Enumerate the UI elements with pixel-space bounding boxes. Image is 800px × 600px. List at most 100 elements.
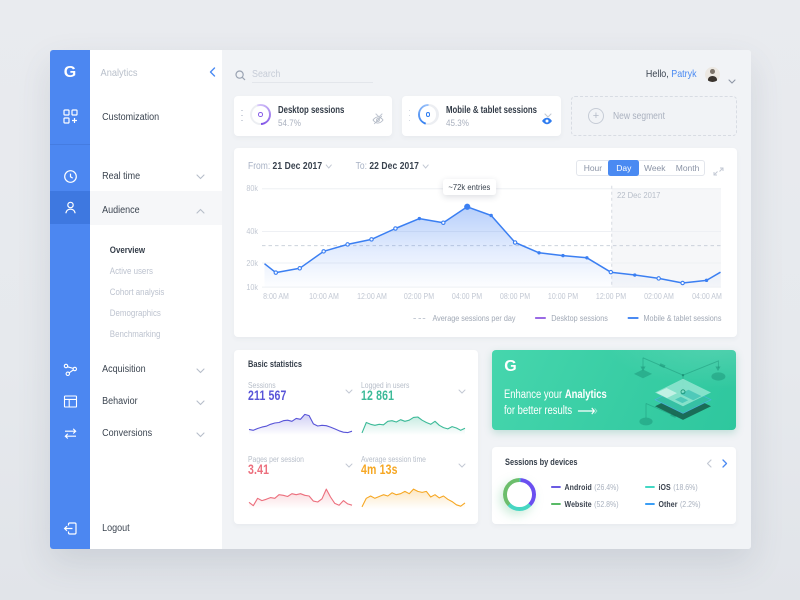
legend-item-ios: iOS (18.6%) (644, 482, 697, 492)
stat-label: Logged in users (361, 379, 410, 390)
rail-item-behavior[interactable] (50, 386, 90, 418)
drag-handle[interactable] (241, 109, 243, 125)
eye-off-icon[interactable] (372, 112, 384, 130)
sidebar-item-audience[interactable]: Audience (90, 199, 222, 221)
sidebar-item-acquisition[interactable]: Acquisition (90, 359, 222, 381)
main-content: Search Hello, Patryk Desktop sessions 54… (221, 50, 751, 549)
sidebar-subitem-active-users[interactable]: Active users (90, 260, 222, 282)
day-button[interactable]: Day (608, 160, 640, 177)
chevron-down-icon (195, 393, 205, 411)
app-window: G (50, 50, 751, 549)
sidebar-subitem-cohort-analysis[interactable]: Cohort analysis (90, 281, 222, 303)
chevron-right-icon[interactable] (722, 455, 728, 473)
x-axis-label: 10:00 PM (547, 292, 579, 302)
sidebar-item-label: Acquisition (102, 364, 146, 375)
rail-item-audience[interactable] (50, 191, 90, 224)
hour-button[interactable]: Hour (583, 163, 603, 174)
clock-icon (63, 169, 78, 184)
segment-card-desktop[interactable]: Desktop sessions 54.7% (234, 95, 392, 136)
chevron-left-icon[interactable] (706, 455, 712, 473)
rail-divider (50, 144, 90, 145)
sidebar-item-behavior[interactable]: Behavior (90, 391, 222, 413)
stat-value: 211 567 (248, 388, 287, 404)
chevron-left-icon[interactable] (209, 64, 216, 82)
search-input[interactable]: Search (251, 68, 280, 80)
promo-banner[interactable]: G Enhance your Analytics for better resu… (492, 350, 736, 430)
sidebar-subitem-label: Demographics (109, 307, 161, 318)
promo-text-line1: Enhance your Analytics (504, 389, 608, 402)
sidebar-item-real-time[interactable]: Real time (90, 165, 222, 187)
rail-item-realtime[interactable] (50, 160, 90, 192)
app-logo[interactable]: G (63, 64, 77, 81)
average-session-time-sparkline (361, 488, 466, 509)
search-underline (251, 81, 373, 83)
mobile-donut-chart (417, 103, 439, 125)
expand-icon[interactable] (713, 163, 724, 181)
x-axis-label: 12:00 PM (595, 292, 626, 302)
rail-item-acquisition[interactable] (50, 354, 90, 386)
drag-handle[interactable] (408, 109, 411, 125)
sidebar-item-label: Customization (102, 111, 160, 123)
chevron-down-icon (195, 361, 205, 379)
rail-item-logout[interactable] (50, 512, 90, 544)
avatar[interactable] (705, 66, 720, 82)
x-axis-label: 12:00 AM (356, 292, 387, 302)
x-axis-label: 04:00 PM (452, 292, 483, 302)
x-axis-label: 8:00 AM (262, 292, 289, 302)
rail-item-customization[interactable] (50, 100, 90, 132)
sidebar-subitem-label: Overview (109, 244, 146, 255)
devices-card-title: Sessions by devices (505, 456, 578, 468)
chart-legend: Average sessions per day Desktop session… (412, 313, 721, 323)
layout-icon (63, 394, 78, 409)
date-range: From: 21 Dec 2017 To: 22 Dec 2017 (248, 161, 429, 172)
chevron-down-icon[interactable] (458, 455, 466, 473)
week-button[interactable]: Week (643, 163, 666, 174)
username[interactable]: Patryk (671, 68, 697, 80)
basic-statistics-card: Basic statistics Sessions 211 567 Logged… (234, 350, 478, 525)
chart-tooltip: ~72k entries (443, 178, 496, 195)
legend-item-average: Average sessions per day (412, 313, 515, 323)
chevron-down-icon[interactable] (727, 71, 736, 89)
arrow-right-icon (578, 407, 598, 415)
sidebar-subitem-label: Benchmarking (109, 328, 161, 339)
chevron-down-icon[interactable] (458, 381, 466, 399)
from-date-select[interactable]: 21 Dec 2017 (272, 160, 323, 172)
chevron-down-icon[interactable] (345, 381, 353, 399)
to-date-select[interactable]: 22 Dec 2017 (369, 160, 419, 172)
from-label: From: (248, 160, 271, 172)
x-axis-label: 02:00 PM (404, 292, 435, 302)
stat-value: 12 861 (361, 388, 395, 404)
eye-icon-active[interactable] (541, 112, 553, 130)
website-swatch (551, 502, 561, 505)
icon-rail: G (50, 50, 90, 549)
dashed-line-swatch (412, 317, 427, 320)
chevron-down-icon[interactable] (543, 105, 552, 123)
sessions-area-chart (262, 185, 721, 288)
sidebar-item-customization[interactable]: Customization (90, 106, 222, 128)
legend-item-other: Other (2.2%) (644, 499, 700, 509)
plus-icon: + (588, 108, 604, 125)
segment-card-mobile[interactable]: Mobile & tablet sessions 45.3% (401, 95, 561, 136)
new-segment-button[interactable]: + New segment (570, 95, 737, 136)
sidebar-item-conversions[interactable]: Conversions (90, 423, 222, 445)
chevron-down-icon[interactable] (345, 455, 353, 473)
legend-item-android: Android (26.4%) (551, 482, 619, 492)
y-axis-label: 10k (246, 282, 258, 292)
stat-label: Pages per session (248, 453, 304, 464)
swap-arrows-icon (63, 426, 78, 441)
stat-value: 4m 13s (361, 462, 398, 478)
sidebar-item-logout[interactable]: Logout (90, 517, 222, 539)
search-icon (234, 68, 246, 86)
person-icon (63, 200, 78, 215)
sidebar-title: Analytics (100, 66, 138, 79)
sidebar-subitem-benchmarking[interactable]: Benchmarking (90, 323, 222, 345)
sidebar-subitem-demographics[interactable]: Demographics (90, 302, 222, 324)
x-axis-label: 10:00 AM (308, 292, 339, 302)
month-button[interactable]: Month (675, 163, 700, 174)
customization-grid-icon (62, 108, 78, 124)
sidebar-subitem-overview[interactable]: Overview (90, 239, 222, 261)
rail-item-conversions[interactable] (50, 418, 90, 450)
new-segment-label: New segment (612, 110, 665, 122)
logout-icon (63, 521, 78, 536)
chevron-down-icon (195, 167, 205, 185)
